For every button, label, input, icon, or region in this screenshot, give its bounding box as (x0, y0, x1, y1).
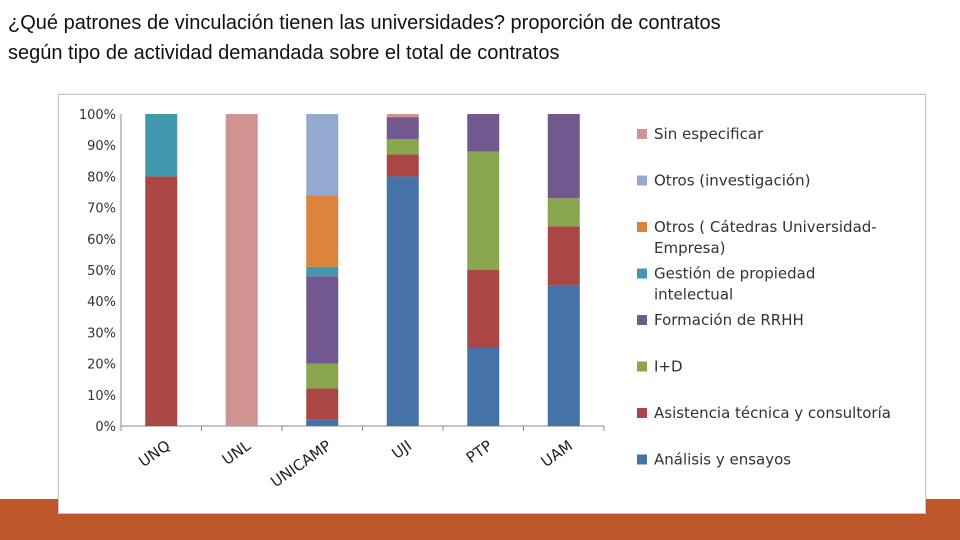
legend-label-line: Formación de RRHH (654, 311, 804, 329)
x-category-label-unq: UNQ (135, 437, 173, 471)
legend-swatch-otros-catedras-universidad-empresa (637, 222, 647, 232)
bar-segment-uam-formacion-de-rrhh (547, 114, 580, 199)
y-tick-label: 20% (87, 358, 116, 373)
legend-swatch-sin-especificar (637, 129, 647, 139)
bar-segment-uji-i-d (386, 138, 419, 155)
y-tick-label: 40% (87, 295, 116, 310)
x-category-label-ptp: PTP (463, 437, 496, 467)
y-tick-label: 90% (87, 139, 116, 154)
bar-segment-uam-asistencia-tecnica-y-consultoria (547, 226, 580, 286)
bar-segment-uji-analisis-y-ensayos (386, 176, 419, 426)
legend-swatch-asistencia-tecnica-y-consultoria (637, 408, 647, 418)
bar-segment-uam-i-d (547, 198, 580, 227)
legend-label-line: Empresa) (654, 239, 726, 257)
y-tick-label: 60% (87, 233, 116, 248)
y-tick-label: 70% (87, 202, 116, 217)
legend-swatch-gestion-de-propiedad-intelectual (637, 268, 647, 279)
bar-segment-unicamp-analisis-y-ensayos (306, 419, 339, 426)
legend-label-line: Análisis y ensayos (654, 451, 791, 469)
slide-title-line-1: ¿Qué patrones de vinculación tienen las … (8, 12, 721, 34)
bar-segment-unq-gestion-de-propiedad-intelectual (145, 114, 178, 177)
bar-segment-unicamp-gestion-de-propiedad-intelectual (306, 266, 339, 277)
legend-label-line: Asistencia técnica y consultoría (654, 404, 891, 422)
legend-swatch-analisis-y-ensayos (637, 454, 647, 465)
legend-label-i-d: I+D (654, 358, 683, 376)
y-tick-label: 10% (87, 389, 116, 404)
legend-label-line: Otros ( Cátedras Universidad- (654, 218, 877, 236)
x-category-label-unicamp: UNICAMP (267, 437, 334, 492)
legend-label-gestion-de-propiedad-intelectual: Gestión de propiedad intelectual (654, 265, 815, 304)
y-tick-label: 80% (87, 170, 116, 185)
bar-segment-uji-sin-especificar (386, 114, 419, 118)
legend-label-otros-catedras-universidad-empresa: Otros ( Cátedras Universidad- Empresa) (654, 218, 877, 257)
legend-swatch-i-d (637, 361, 647, 372)
legend-label-line: Gestión de propiedad (654, 265, 815, 283)
legend-label-line: Sin especificar (654, 125, 764, 143)
bar-segment-ptp-asistencia-tecnica-y-consultoria (467, 270, 500, 348)
bar-segment-unicamp-otros-investigacion (306, 114, 339, 196)
legend-label-line: Otros (investigación) (654, 172, 810, 190)
y-tick-label: 0% (95, 420, 116, 435)
y-tick-label: 30% (87, 326, 116, 341)
y-tick-label: 100% (79, 108, 116, 123)
bar-segment-ptp-analisis-y-ensayos (467, 348, 500, 426)
legend-swatch-otros-investigacion (637, 175, 647, 186)
legend-label-otros-investigacion: Otros (investigación) (654, 172, 810, 190)
bar-segment-unicamp-otros-catedras-universidad-empresa (306, 195, 339, 267)
legend-label-analisis-y-ensayos: Análisis y ensayos (654, 451, 791, 469)
legend-label-sin-especificar: Sin especificar (654, 125, 764, 143)
stacked-bar-chart: 0% 10% 20% 30% 40% 50% 60% 70% 80% 90% 100% UNQ UNL U… (79, 108, 891, 492)
bar-segment-ptp-i-d (467, 151, 500, 270)
slide-title: ¿Qué patrones de vinculación tienen las … (8, 8, 948, 68)
bar-segment-unicamp-formacion-de-rrhh (306, 276, 339, 364)
legend-label-formacion-de-rrhh: Formación de RRHH (654, 311, 804, 329)
slide-title-line-2: según tipo de actividad demandada sobre … (8, 42, 560, 64)
y-tick-label: 50% (87, 264, 116, 279)
legend-swatch-formacion-de-rrhh (637, 315, 647, 325)
bar-segment-uam-analisis-y-ensayos (547, 285, 580, 426)
bar-segment-uji-formacion-de-rrhh (386, 117, 419, 139)
bar-segment-unicamp-i-d (306, 363, 339, 389)
legend-label-asistencia-tecnica-y-consultoria: Asistencia técnica y consultoría (654, 404, 891, 422)
chart-frame: 0% 10% 20% 30% 40% 50% 60% 70% 80% 90% 100% UNQ UNL U… (58, 94, 926, 514)
legend-label-line: intelectual (654, 286, 733, 304)
bar-segment-unl-sin-especificar (225, 114, 258, 426)
bar-segment-ptp-formacion-de-rrhh (467, 114, 500, 152)
bar-segment-unicamp-asistencia-tecnica-y-consultoria (306, 388, 339, 420)
x-category-label-uji: UJI (388, 437, 415, 463)
bar-segment-uji-asistencia-tecnica-y-consultoria (386, 154, 419, 177)
x-category-label-unl: UNL (219, 436, 255, 469)
legend-label-line: I+D (654, 358, 683, 376)
bar-segment-unq-asistencia-tecnica-y-consultoria (145, 176, 178, 426)
x-category-label-uam: UAM (538, 437, 576, 471)
